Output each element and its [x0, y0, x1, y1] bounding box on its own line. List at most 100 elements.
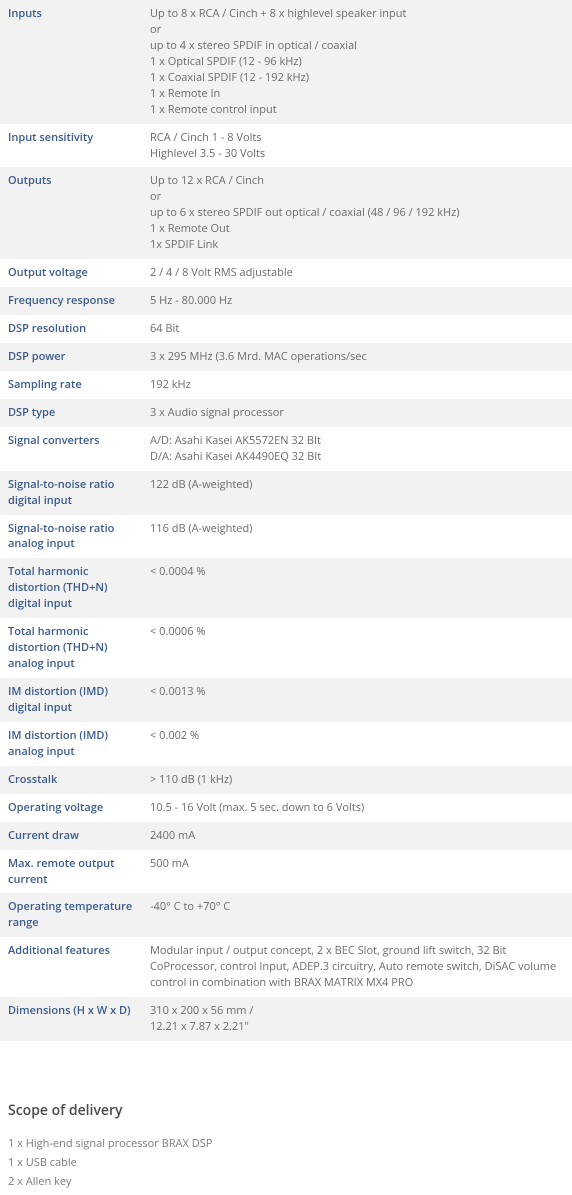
spec-label: DSP power [0, 343, 142, 371]
delivery-item: 1 x High-end signal processor BRAX DSP [8, 1135, 564, 1154]
spec-label: Signal-to-noise ratio analog input [0, 515, 142, 559]
spec-row: OutputsUp to 12 x RCA / Cinchorup to 6 x… [0, 167, 572, 259]
spec-value-line: 10.5 - 16 Volt (max. 5 sec. down to 6 Vo… [150, 800, 564, 816]
spec-label: IM distortion (IMD) digital input [0, 678, 142, 722]
spec-value-line: RCA / Cinch 1 - 8 Volts [150, 130, 564, 146]
spec-value-line: < 0.0013 % [150, 684, 564, 700]
spec-value-line: up to 4 x stereo SPDIF in optical / coax… [150, 38, 564, 54]
spec-label: Total harmonic distortion (THD+N) analog… [0, 618, 142, 678]
spec-row: Current draw2400 mA [0, 822, 572, 850]
spec-label: Additional features [0, 937, 142, 997]
spec-value: 3 x 295 MHz (3.6 Mrd. MAC operations/sec [142, 343, 572, 371]
spec-row: Signal convertersA/D: Asahi Kasei AK5572… [0, 427, 572, 471]
spec-label: Dimensions (H x W x D) [0, 997, 142, 1041]
spec-label: Operating voltage [0, 794, 142, 822]
spec-value-line: 2 / 4 / 8 Volt RMS adjustable [150, 265, 564, 281]
spec-label: IM distortion (IMD) analog input [0, 722, 142, 766]
spec-label: Frequency response [0, 287, 142, 315]
spec-value-line: 122 dB (A-weighted) [150, 477, 564, 493]
spec-value-line: 1 x Remote control input [150, 102, 564, 118]
spec-value-line: 3 x 295 MHz (3.6 Mrd. MAC operations/sec [150, 349, 564, 365]
spec-label: Total harmonic distortion (THD+N) digita… [0, 558, 142, 618]
spec-value: RCA / Cinch 1 - 8 VoltsHighlevel 3.5 - 3… [142, 124, 572, 168]
spec-value-line: 500 mA [150, 856, 564, 872]
spec-row: Total harmonic distortion (THD+N) analog… [0, 618, 572, 678]
scope-heading: Scope of delivery [8, 1101, 564, 1121]
spec-value: A/D: Asahi Kasei AK5572EN 32 BItD/A: Asa… [142, 427, 572, 471]
spec-value-line: 310 x 200 x 56 mm / [150, 1003, 564, 1019]
spec-row: Crosstalk> 110 dB (1 kHz) [0, 766, 572, 794]
spec-row: Operating temperature range -40° C to +70… [0, 893, 572, 937]
spec-row: IM distortion (IMD) digital input < 0.001… [0, 678, 572, 722]
spec-value: 2400 mA [142, 822, 572, 850]
spec-row: DSP type 3 x Audio signal processor [0, 399, 572, 427]
spec-value-line: -40° C to +70° C [150, 899, 564, 915]
spec-value: < 0.0004 % [142, 558, 572, 618]
spec-value-line: up to 6 x stereo SPDIF out optical / coa… [150, 205, 564, 221]
spec-value-line: 12.21 x 7.87 x 2.21" [150, 1019, 564, 1035]
spec-value: > 110 dB (1 kHz) [142, 766, 572, 794]
spec-row: Signal-to-noise ratio analog input 116 dB… [0, 515, 572, 559]
spec-value-line: or [150, 22, 564, 38]
spec-value-line: 1 x Optical SPDIF (12 - 96 kHz) [150, 54, 564, 70]
spec-value: 5 Hz - 80.000 Hz [142, 287, 572, 315]
spec-value: Up to 8 x RCA / Cinch + 8 x highlevel sp… [142, 0, 572, 124]
delivery-item: 2 x Allen key [8, 1173, 564, 1192]
spec-value-line: D/A: Asahi Kasei AK4490EQ 32 BIt [150, 449, 564, 465]
spec-row: Total harmonic distortion (THD+N) digita… [0, 558, 572, 618]
spec-value: Up to 12 x RCA / Cinchorup to 6 x stereo… [142, 167, 572, 259]
spec-label: Input sensitivity [0, 124, 142, 168]
spec-value-line: 64 Bit [150, 321, 564, 337]
spec-value-line: < 0.002 % [150, 728, 564, 744]
spec-value: 122 dB (A-weighted) [142, 471, 572, 515]
spec-label: Inputs [0, 0, 142, 124]
spec-value-line: < 0.0004 % [150, 564, 564, 580]
spec-value-line: 116 dB (A-weighted) [150, 521, 564, 537]
spec-row: Frequency response 5 Hz - 80.000 Hz [0, 287, 572, 315]
spec-label: Output voltage [0, 259, 142, 287]
spec-row: Additional featuresModular input / outpu… [0, 937, 572, 997]
spec-value-line: 1 x Remote Out [150, 221, 564, 237]
spec-value-line: 1x SPDIF Link [150, 237, 564, 253]
spec-value-line: > 110 dB (1 kHz) [150, 772, 564, 788]
spec-value-line: Modular input / output concept, 2 x BEC … [150, 943, 564, 991]
spec-value: 116 dB (A-weighted) [142, 515, 572, 559]
specifications-table: Inputs Up to 8 x RCA / Cinch + 8 x highle… [0, 0, 572, 1041]
spec-value: 10.5 - 16 Volt (max. 5 sec. down to 6 Vo… [142, 794, 572, 822]
spec-label: DSP type [0, 399, 142, 427]
spec-value-line: < 0.0006 % [150, 624, 564, 640]
spec-value-line: Up to 12 x RCA / Cinch [150, 173, 564, 189]
spec-value-line: 2400 mA [150, 828, 564, 844]
spec-value: < 0.002 % [142, 722, 572, 766]
spec-row: DSP power 3 x 295 MHz (3.6 Mrd. MAC opera… [0, 343, 572, 371]
spec-row: Inputs Up to 8 x RCA / Cinch + 8 x highle… [0, 0, 572, 124]
spec-label: Operating temperature range [0, 893, 142, 937]
spec-value-line: A/D: Asahi Kasei AK5572EN 32 BIt [150, 433, 564, 449]
delivery-list: 1 x High-end signal processor BRAX DSP1 … [8, 1135, 564, 1191]
spec-value: Modular input / output concept, 2 x BEC … [142, 937, 572, 997]
spec-value-line: 1 x Remote In [150, 86, 564, 102]
spec-value-line: Highlevel 3.5 - 30 Volts [150, 146, 564, 162]
spec-value: 192 kHz [142, 371, 572, 399]
spec-value-line: 1 x Coaxial SPDIF (12 - 192 kHz) [150, 70, 564, 86]
spec-value: 3 x Audio signal processor [142, 399, 572, 427]
spec-value-line: 5 Hz - 80.000 Hz [150, 293, 564, 309]
spec-value: 64 Bit [142, 315, 572, 343]
spec-label: Max. remote output current [0, 850, 142, 894]
spec-value-line: 3 x Audio signal processor [150, 405, 564, 421]
scope-of-delivery-section: Scope of delivery 1 x High-end signal pr… [0, 1091, 572, 1195]
spec-value: < 0.0013 % [142, 678, 572, 722]
spec-row: Sampling rate 192 kHz [0, 371, 572, 399]
spec-value: < 0.0006 % [142, 618, 572, 678]
spec-row: Input sensitivityRCA / Cinch 1 - 8 Volts… [0, 124, 572, 168]
spec-value: -40° C to +70° C [142, 893, 572, 937]
spec-label: Sampling rate [0, 371, 142, 399]
spec-row: Signal-to-noise ratio digital input 122 d… [0, 471, 572, 515]
spec-value-line: 192 kHz [150, 377, 564, 393]
spec-value-line: Up to 8 x RCA / Cinch + 8 x highlevel sp… [150, 6, 564, 22]
spec-label: Signal-to-noise ratio digital input [0, 471, 142, 515]
spec-value: 2 / 4 / 8 Volt RMS adjustable [142, 259, 572, 287]
spec-row: Dimensions (H x W x D) 310 x 200 x 56 mm … [0, 997, 572, 1041]
spec-value-line: or [150, 189, 564, 205]
spec-label: DSP resolution [0, 315, 142, 343]
